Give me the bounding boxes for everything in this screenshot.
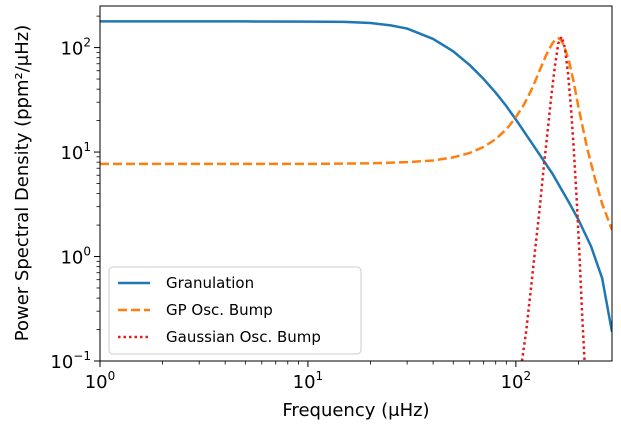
legend-items: Granulation GP Osc. Bump Gaussian Osc. Bum… [118,274,321,346]
series-line-2 [520,35,586,361]
y-axis-ticks: 10−1 100 101 102 [50,15,100,373]
y-axis-label: Power Spectral Density (ppm²/μHz) [12,25,33,341]
x-axis-label: Frequency (μHz) [282,400,429,421]
y-tick-label-2: 101 [60,140,91,164]
x-axis-ticks: 100 101 102 [85,361,579,393]
series-line-1 [100,36,612,231]
series-line-0 [100,20,612,333]
legend-box [108,266,362,355]
x-tick-label-0: 100 [85,369,116,393]
legend-label-2: Gaussian Osc. Bump [166,328,321,346]
legend-label-0: Granulation [166,274,254,292]
y-tick-label-0: 10−1 [50,349,91,373]
series-layer [100,20,612,361]
x-tick-label-1: 101 [293,369,324,393]
legend-label-1: GP Osc. Bump [166,301,273,319]
y-tick-label-1: 100 [60,245,91,269]
legend: Granulation GP Osc. Bump Gaussian Osc. Bum… [108,266,362,355]
y-tick-label-3: 102 [60,36,91,60]
x-tick-label-2: 102 [501,369,532,393]
